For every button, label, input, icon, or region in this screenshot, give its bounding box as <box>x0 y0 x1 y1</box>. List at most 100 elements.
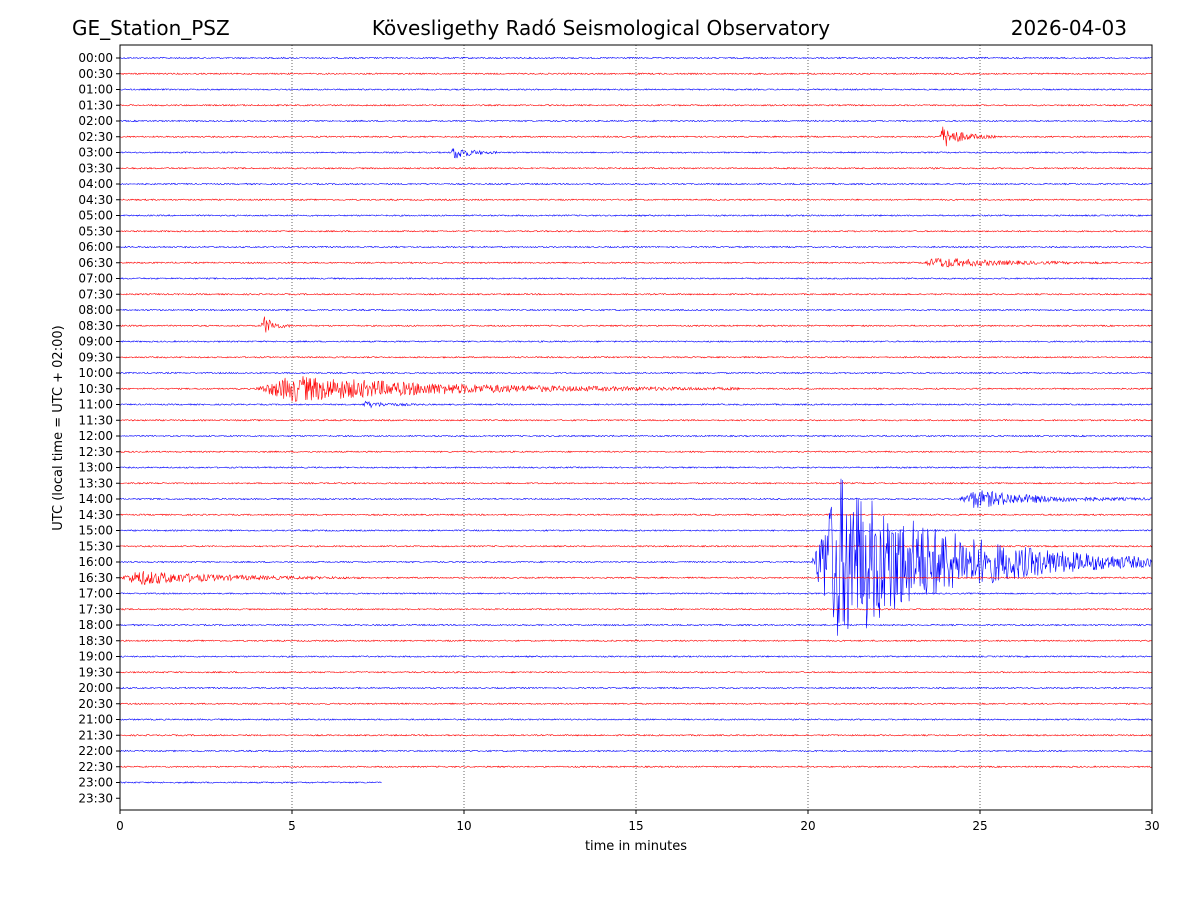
trace-row <box>119 103 1153 107</box>
trace-row <box>119 316 1153 333</box>
trace-row <box>119 198 1153 202</box>
trace-row <box>119 258 1153 268</box>
y-tick-label: 12:00 <box>78 429 113 443</box>
trace-row <box>119 400 1153 409</box>
trace-row <box>119 765 1153 769</box>
y-tick-label: 14:30 <box>78 508 113 522</box>
trace-layer <box>119 56 1153 784</box>
y-tick-label: 10:30 <box>78 382 113 396</box>
trace-row <box>119 478 1153 636</box>
y-tick-label: 06:00 <box>78 240 113 254</box>
trace-row <box>119 126 1153 147</box>
y-tick-label: 18:30 <box>78 634 113 648</box>
y-tick-label: 17:00 <box>78 587 113 601</box>
trace-row <box>119 513 1153 517</box>
y-tick-label: 23:00 <box>78 776 113 790</box>
y-tick-label: 06:30 <box>78 256 113 270</box>
trace-row <box>119 166 1153 170</box>
y-tick-label: 22:30 <box>78 760 113 774</box>
y-tick-label: 14:00 <box>78 492 113 506</box>
x-tick-label: 10 <box>456 819 471 833</box>
y-tick-label: 12:30 <box>78 445 113 459</box>
trace-row <box>119 245 1153 249</box>
trace-row <box>119 355 1153 359</box>
y-tick-label: 19:30 <box>78 665 113 679</box>
trace-row <box>119 529 1153 532</box>
trace-row <box>119 466 1153 469</box>
trace-row <box>119 418 1153 422</box>
trace-row <box>119 277 1153 280</box>
x-tick-label: 25 <box>972 819 987 833</box>
y-tick-label: 03:30 <box>78 161 113 175</box>
y-tick-label: 05:00 <box>78 209 113 223</box>
x-tick-label: 20 <box>800 819 815 833</box>
trace-row <box>119 229 1153 233</box>
trace-row <box>119 639 1153 643</box>
y-tick-label: 04:00 <box>78 177 113 191</box>
y-tick-label: 11:00 <box>78 398 113 412</box>
chart-title: Kövesligethy Radó Seismological Observat… <box>372 16 830 40</box>
y-tick-label: 01:00 <box>78 83 113 97</box>
trace-row <box>119 481 1153 485</box>
y-tick-label: 21:00 <box>78 713 113 727</box>
y-tick-label: 13:00 <box>78 461 113 475</box>
y-tick-label: 20:00 <box>78 681 113 695</box>
y-tick-label: 13:30 <box>78 476 113 490</box>
y-tick-label: 11:30 <box>78 413 113 427</box>
y-tick-label: 07:30 <box>78 287 113 301</box>
date-label: 2026-04-03 <box>1011 16 1127 40</box>
y-tick-label: 00:00 <box>78 51 113 65</box>
y-tick-label: 02:00 <box>78 114 113 128</box>
trace-row <box>119 119 1153 123</box>
trace-row <box>119 544 1153 548</box>
trace-row <box>119 450 1153 454</box>
y-tick-label: 15:30 <box>78 539 113 553</box>
trace-row <box>119 72 1153 76</box>
trace-row <box>119 655 1153 658</box>
trace-row <box>119 749 1153 753</box>
y-tick-label: 02:30 <box>78 130 113 144</box>
y-tick-label: 18:00 <box>78 618 113 632</box>
trace-row <box>119 376 1153 402</box>
trace-row <box>119 686 1152 690</box>
y-tick-label: 05:30 <box>78 224 113 238</box>
x-axis-label: time in minutes <box>585 839 687 854</box>
trace-row <box>119 781 382 784</box>
y-tick-label: 09:30 <box>78 350 113 364</box>
trace-row <box>119 56 1153 60</box>
trace-row <box>119 490 1153 508</box>
trace-row <box>119 148 1153 159</box>
trace-row <box>120 718 1153 721</box>
y-tick-label: 07:00 <box>78 272 113 286</box>
trace-row <box>119 214 1153 217</box>
y-tick-label: 15:00 <box>78 524 113 538</box>
x-tick-label: 15 <box>628 819 643 833</box>
y-tick-label: 08:00 <box>78 303 113 317</box>
trace-row <box>119 623 1153 627</box>
plot-frame <box>119 44 1153 811</box>
station-label: GE_Station_PSZ <box>72 16 230 40</box>
grid-lines <box>291 45 981 810</box>
y-tick-label: 10:00 <box>78 366 113 380</box>
trace-row <box>119 182 1153 186</box>
x-tick-label: 0 <box>116 819 124 833</box>
y-tick-label: 09:00 <box>78 335 113 349</box>
y-tick-label: 08:30 <box>78 319 113 333</box>
y-axis-label: UTC (local time = UTC + 02:00) <box>51 325 66 530</box>
y-tick-label: 19:00 <box>78 650 113 664</box>
y-tick-label: 01:30 <box>78 98 113 112</box>
trace-row <box>119 733 1153 737</box>
trace-row <box>119 434 1153 438</box>
trace-row <box>119 308 1153 312</box>
trace-row <box>119 592 1153 595</box>
y-tick-label: 16:00 <box>78 555 113 569</box>
y-tick-label: 03:00 <box>78 146 113 160</box>
y-tick-label: 22:00 <box>78 744 113 758</box>
trace-row <box>119 292 1153 296</box>
y-tick-label: 17:30 <box>78 602 113 616</box>
trace-row <box>119 371 1153 375</box>
y-tick-label: 04:30 <box>78 193 113 207</box>
trace-row <box>119 607 1153 611</box>
y-tick-label: 00:30 <box>78 67 113 81</box>
